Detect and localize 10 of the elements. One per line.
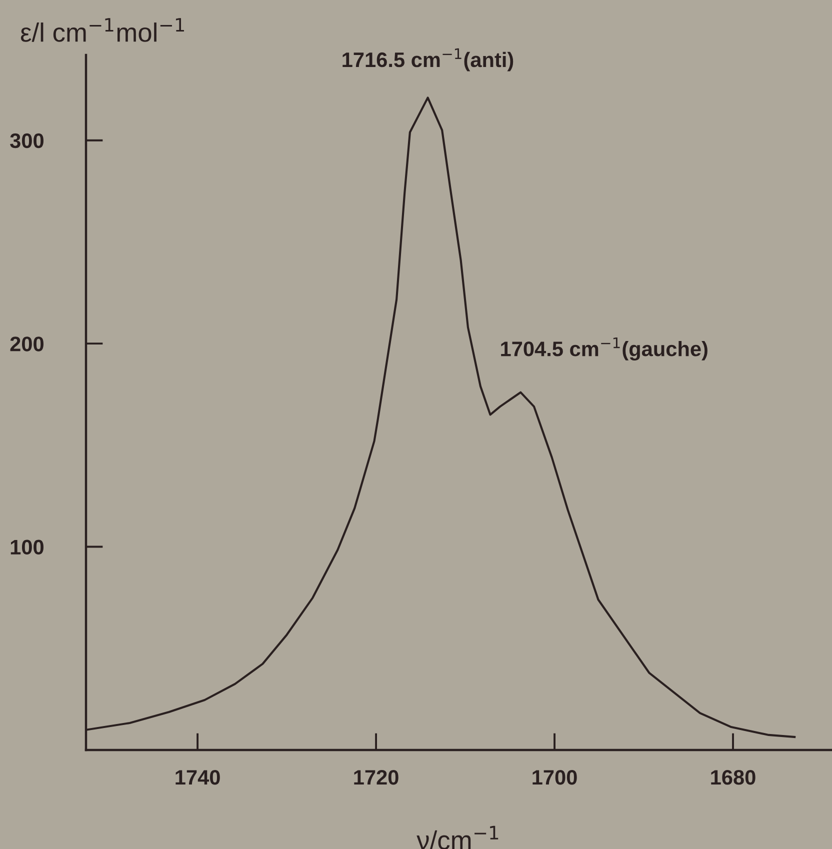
y-tick-label: 100 [10, 540, 44, 555]
x-tick-label: 1740 [176, 770, 220, 785]
annotation: 1704.5 cm$^{−1}$(gauche) [501, 337, 708, 360]
x-tick-label: 1680 [711, 770, 756, 785]
annotation: 1716.5 cm$^{−1}$(anti) [342, 48, 514, 72]
y-tick-label: 300 [10, 133, 44, 148]
y-tick-label: 200 [10, 336, 44, 352]
y-axis-title: ε/l cm$^{−1}$mol$^{−1}$ [20, 18, 184, 42]
x-tick-label: 1700 [532, 770, 577, 785]
x-tick-label: 1720 [354, 770, 398, 785]
